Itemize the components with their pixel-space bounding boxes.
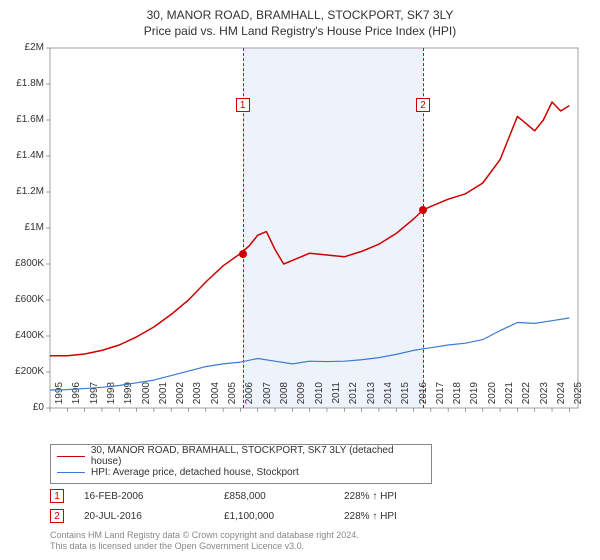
y-axis-tick-label: £1.4M	[2, 150, 44, 161]
y-axis-tick-label: £400K	[2, 330, 44, 341]
legend-swatch-icon	[57, 456, 85, 457]
y-axis-tick-label: £1.6M	[2, 114, 44, 125]
line-chart-svg	[50, 48, 578, 408]
y-axis-tick-label: £1.2M	[2, 186, 44, 197]
y-axis-tick-label: £0	[2, 402, 44, 413]
chart-title-line1: 30, MANOR ROAD, BRAMHALL, STOCKPORT, SK7…	[0, 0, 600, 22]
table-row: 1 16-FEB-2006 £858,000 228% ↑ HPI	[50, 486, 444, 506]
y-axis-tick-label: £800K	[2, 258, 44, 269]
footnote-line: Contains HM Land Registry data © Crown c…	[50, 530, 359, 541]
chart-title-line2: Price paid vs. HM Land Registry's House …	[0, 22, 600, 42]
y-axis-tick-label: £1.8M	[2, 78, 44, 89]
y-axis-tick-label: £600K	[2, 294, 44, 305]
transaction-date: 16-FEB-2006	[84, 491, 224, 502]
table-row: 2 20-JUL-2016 £1,100,000 228% ↑ HPI	[50, 506, 444, 526]
transaction-hpi-pct: 228% ↑ HPI	[344, 511, 444, 522]
y-axis-tick-label: £200K	[2, 366, 44, 377]
transaction-date: 20-JUL-2016	[84, 511, 224, 522]
callout-index-box: 2	[50, 509, 64, 523]
chart-plot-area: 12£0£200K£400K£600K£800K£1M£1.2M£1.4M£1.…	[50, 48, 578, 408]
transaction-price: £858,000	[224, 491, 344, 502]
transaction-hpi-pct: 228% ↑ HPI	[344, 491, 444, 502]
legend-label: HPI: Average price, detached house, Stoc…	[91, 467, 299, 478]
series-line-property	[50, 102, 569, 356]
legend-row: 30, MANOR ROAD, BRAMHALL, STOCKPORT, SK7…	[57, 448, 425, 464]
transaction-table: 1 16-FEB-2006 £858,000 228% ↑ HPI 2 20-J…	[50, 486, 444, 526]
transaction-price: £1,100,000	[224, 511, 344, 522]
legend-label: 30, MANOR ROAD, BRAMHALL, STOCKPORT, SK7…	[91, 445, 425, 467]
callout-index-box: 1	[50, 489, 64, 503]
y-axis-tick-label: £2M	[2, 42, 44, 53]
legend: 30, MANOR ROAD, BRAMHALL, STOCKPORT, SK7…	[50, 444, 432, 484]
legend-swatch-icon	[57, 472, 85, 473]
series-line-hpi	[50, 318, 569, 390]
attribution-footnote: Contains HM Land Registry data © Crown c…	[50, 530, 359, 553]
y-axis-tick-label: £1M	[2, 222, 44, 233]
footnote-line: This data is licensed under the Open Gov…	[50, 541, 359, 552]
